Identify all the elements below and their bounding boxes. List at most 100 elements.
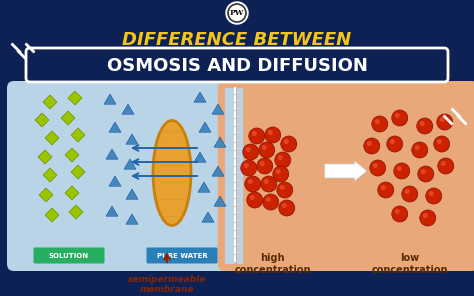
Circle shape: [370, 160, 386, 176]
Circle shape: [278, 155, 283, 160]
Text: DIFFERENCE BETWEEN: DIFFERENCE BETWEEN: [122, 31, 352, 49]
Polygon shape: [212, 166, 224, 176]
Polygon shape: [212, 104, 224, 114]
Polygon shape: [65, 148, 79, 162]
Circle shape: [387, 136, 403, 152]
Circle shape: [244, 163, 249, 168]
Circle shape: [415, 145, 420, 150]
Polygon shape: [71, 165, 85, 179]
Circle shape: [241, 160, 257, 176]
Circle shape: [268, 130, 273, 135]
Circle shape: [390, 139, 395, 144]
Polygon shape: [104, 94, 116, 104]
Circle shape: [420, 210, 436, 226]
Text: SOLUTION: SOLUTION: [49, 252, 89, 258]
Circle shape: [420, 121, 425, 126]
Circle shape: [426, 188, 442, 204]
Circle shape: [259, 142, 275, 158]
Text: OSMOSIS AND DIFFUSION: OSMOSIS AND DIFFUSION: [107, 57, 367, 75]
Polygon shape: [194, 152, 206, 162]
Circle shape: [279, 200, 295, 216]
Circle shape: [412, 142, 428, 158]
Circle shape: [282, 203, 287, 208]
Bar: [235, 88, 472, 264]
Circle shape: [392, 206, 408, 222]
FancyBboxPatch shape: [7, 81, 467, 271]
Circle shape: [434, 136, 450, 152]
Circle shape: [394, 163, 410, 179]
Circle shape: [372, 116, 388, 132]
Polygon shape: [61, 111, 75, 125]
Polygon shape: [39, 188, 53, 202]
Polygon shape: [126, 134, 138, 144]
Circle shape: [243, 144, 259, 160]
Circle shape: [395, 113, 400, 118]
Circle shape: [437, 139, 442, 144]
Polygon shape: [43, 95, 57, 109]
Circle shape: [441, 161, 446, 166]
FancyBboxPatch shape: [218, 81, 474, 271]
Polygon shape: [198, 182, 210, 192]
Circle shape: [275, 152, 291, 168]
Circle shape: [249, 128, 265, 144]
FancyBboxPatch shape: [26, 48, 448, 82]
FancyBboxPatch shape: [146, 247, 218, 263]
Circle shape: [263, 194, 279, 210]
Circle shape: [440, 117, 445, 122]
Circle shape: [438, 158, 454, 174]
Circle shape: [260, 161, 265, 166]
Circle shape: [429, 191, 434, 196]
Polygon shape: [35, 113, 49, 127]
Circle shape: [228, 4, 246, 22]
Circle shape: [245, 176, 261, 192]
Circle shape: [252, 131, 257, 136]
Polygon shape: [68, 91, 82, 105]
Circle shape: [264, 179, 269, 184]
Circle shape: [284, 139, 289, 144]
Circle shape: [392, 110, 408, 126]
Polygon shape: [126, 214, 138, 224]
Circle shape: [405, 189, 410, 194]
Polygon shape: [45, 131, 59, 145]
Circle shape: [281, 136, 297, 152]
Ellipse shape: [153, 120, 191, 226]
Circle shape: [375, 119, 380, 124]
Polygon shape: [106, 149, 118, 159]
Circle shape: [246, 147, 251, 152]
Circle shape: [265, 127, 281, 143]
Polygon shape: [109, 176, 121, 186]
Polygon shape: [199, 122, 211, 132]
Circle shape: [248, 179, 253, 184]
Circle shape: [261, 176, 277, 192]
Bar: [235, 88, 237, 264]
Circle shape: [417, 118, 433, 134]
Polygon shape: [214, 137, 226, 147]
Circle shape: [395, 209, 400, 214]
Circle shape: [277, 182, 293, 198]
Circle shape: [437, 114, 453, 130]
Polygon shape: [126, 189, 138, 199]
Text: PURE WATER: PURE WATER: [156, 252, 207, 258]
Circle shape: [226, 2, 248, 24]
Circle shape: [373, 163, 378, 168]
Polygon shape: [65, 186, 79, 200]
Circle shape: [418, 166, 434, 182]
Polygon shape: [122, 104, 134, 114]
Circle shape: [367, 141, 372, 146]
Circle shape: [276, 169, 281, 174]
Circle shape: [273, 166, 289, 182]
Polygon shape: [71, 128, 85, 142]
Circle shape: [402, 186, 418, 202]
FancyArrow shape: [325, 161, 367, 181]
Text: PW: PW: [230, 9, 244, 17]
Polygon shape: [45, 208, 59, 222]
Circle shape: [397, 166, 402, 171]
Circle shape: [423, 213, 428, 218]
Circle shape: [266, 197, 271, 202]
Polygon shape: [124, 159, 136, 169]
Text: semipermeable
membrane: semipermeable membrane: [128, 275, 206, 295]
Polygon shape: [214, 196, 226, 206]
Circle shape: [250, 195, 255, 200]
Polygon shape: [43, 168, 57, 182]
Polygon shape: [106, 206, 118, 216]
